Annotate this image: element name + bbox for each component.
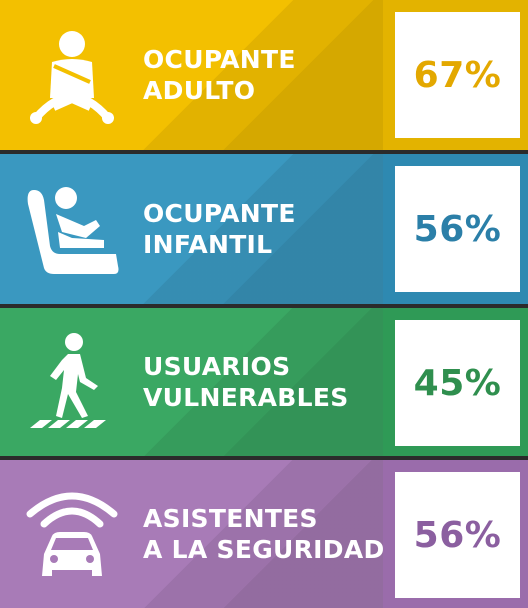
score-box: 56% <box>395 472 520 598</box>
category-label-line1: OCUPANTE <box>143 45 296 74</box>
category-label: OCUPANTE INFANTIL <box>143 154 296 304</box>
adult-driver-icon <box>30 31 114 124</box>
score-box: 67% <box>395 12 520 138</box>
score-side: 56% <box>383 154 528 304</box>
score-value: 56% <box>413 208 502 250</box>
category-panel-safety-assist: ASISTENTES A LA SEGURIDAD 56% <box>0 460 528 608</box>
category-panel-child: OCUPANTE INFANTIL 56% <box>0 154 528 304</box>
category-label: ASISTENTES A LA SEGURIDAD <box>143 460 385 608</box>
category-label-line2: A LA SEGURIDAD <box>143 535 385 564</box>
category-label-line2: ADULTO <box>143 76 256 105</box>
category-label: OCUPANTE ADULTO <box>143 0 296 150</box>
category-label-line2: VULNERABLES <box>143 383 349 412</box>
category-label: USUARIOS VULNERABLES <box>143 308 349 456</box>
category-label-line1: USUARIOS <box>143 352 291 381</box>
pedestrian-icon <box>30 333 106 428</box>
car-sensor-icon <box>26 492 118 576</box>
score-box: 56% <box>395 166 520 292</box>
score-value: 67% <box>413 54 502 96</box>
category-label-line1: OCUPANTE <box>143 199 296 228</box>
score-value: 45% <box>413 362 502 404</box>
score-side: 67% <box>383 0 528 150</box>
score-side: 45% <box>383 308 528 456</box>
score-box: 45% <box>395 320 520 446</box>
category-panel-adult: OCUPANTE ADULTO 67% <box>0 0 528 150</box>
divider <box>0 150 528 154</box>
child-seat-icon <box>27 187 119 274</box>
category-label-line1: ASISTENTES <box>143 504 318 533</box>
category-panel-vulnerable: USUARIOS VULNERABLES 45% <box>0 308 528 456</box>
category-band <box>0 0 383 150</box>
divider <box>0 456 528 460</box>
category-label-line2: INFANTIL <box>143 230 273 259</box>
score-side: 56% <box>383 460 528 608</box>
divider <box>0 304 528 308</box>
score-value: 56% <box>413 514 502 556</box>
